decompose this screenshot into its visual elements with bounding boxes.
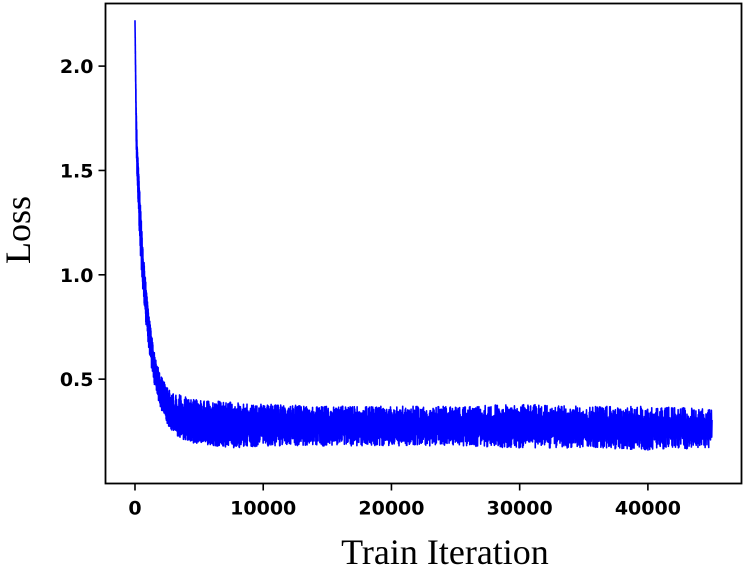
x-axis-ticks: 0 10000 20000 30000 40000	[128, 483, 681, 520]
x-tick-label: 40000	[615, 498, 681, 520]
x-axis-title: Train Iteration	[341, 532, 549, 569]
axes-frame	[104, 2, 743, 485]
x-tick-label: 10000	[230, 498, 296, 520]
y-tick-label: 0.5	[60, 369, 94, 391]
y-tick-label: 1.0	[60, 265, 94, 287]
loss-series-line	[134, 20, 713, 451]
y-axis-ticks: 0.5 1.0 1.5 2.0	[60, 56, 106, 391]
y-axis-title: Loss	[0, 196, 38, 264]
y-tick-label: 1.5	[60, 160, 94, 182]
y-tick-label: 2.0	[60, 56, 94, 78]
x-tick-label: 0	[128, 498, 141, 520]
x-tick-label: 30000	[487, 498, 553, 520]
x-tick-label: 20000	[358, 498, 424, 520]
plot-area	[134, 20, 713, 451]
